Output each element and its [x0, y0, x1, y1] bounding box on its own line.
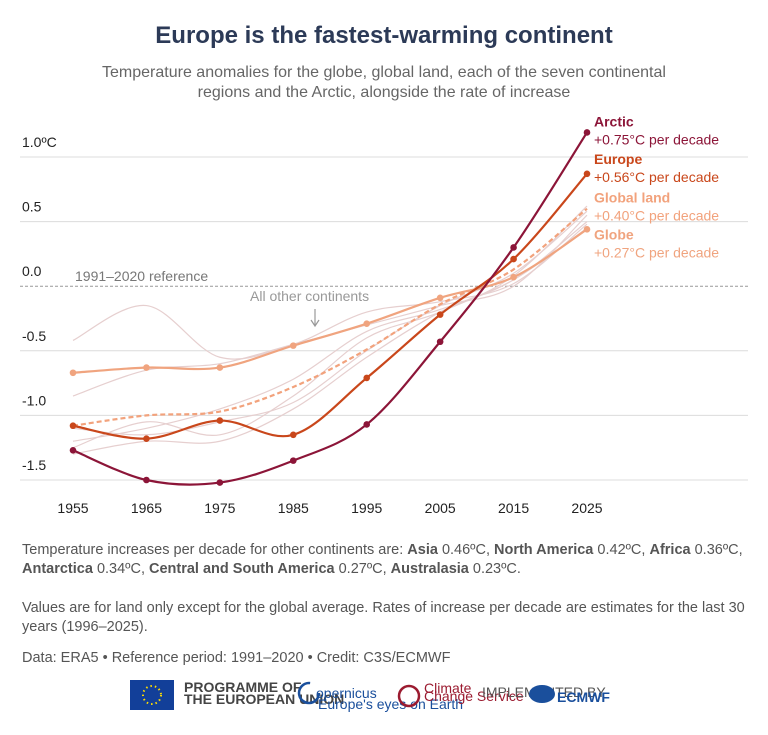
- eu-flag: [130, 680, 174, 710]
- continent-name: Antarctica: [22, 561, 93, 577]
- other-continent-line: [72, 227, 588, 455]
- logo-text: Climate: [424, 680, 472, 696]
- note: Values are for land only except for the …: [22, 600, 745, 635]
- point: [583, 129, 591, 136]
- x-tick-label: 1995: [351, 500, 382, 516]
- eu-stars: [142, 685, 162, 705]
- point: [289, 431, 297, 439]
- series-rate: +0.75°C per decade: [594, 131, 719, 147]
- series-label: Arctic: [594, 113, 634, 129]
- logo-text: opernicus: [316, 685, 377, 701]
- logo-text: PROGRAMME OF: [184, 679, 302, 695]
- footnote-text: Temperature increases per decade for oth…: [22, 542, 408, 558]
- logo-text: ECMWF: [557, 689, 610, 705]
- series-rate: +0.40°C per decade: [594, 208, 719, 224]
- point: [69, 422, 77, 430]
- series-rate: +0.56°C per decade: [594, 169, 719, 185]
- copernicus-c: [297, 681, 321, 705]
- annotation-arrow: [310, 309, 320, 328]
- point: [69, 369, 77, 377]
- point: [583, 226, 591, 233]
- x-tick-label: 1955: [57, 500, 88, 516]
- footnote-text: 0.36ºC,: [690, 542, 743, 558]
- point: [363, 320, 371, 327]
- continent-name: Africa: [649, 542, 691, 558]
- footnote-text: 0.42ºC,: [593, 542, 650, 558]
- footnote-text: 0.46ºC,: [437, 542, 494, 558]
- series-rate: +0.27°C per decade: [594, 244, 719, 260]
- x-tick-label: 1975: [204, 500, 235, 516]
- footnote-text: 0.27ºC,: [334, 561, 391, 577]
- series-label: Global land: [594, 190, 670, 206]
- other-continent-line: [72, 223, 588, 360]
- c3s-mark: [397, 684, 421, 708]
- point: [289, 457, 297, 464]
- y-tick-label: -1.0: [22, 392, 46, 408]
- series-label: Europe: [594, 151, 642, 167]
- x-tick-label: 2015: [498, 500, 529, 516]
- point: [216, 364, 224, 371]
- point: [436, 311, 444, 318]
- point: [143, 435, 150, 442]
- point: [436, 338, 444, 346]
- logos: PROGRAMME OF THE EUROPEAN UNION opernicu…: [130, 679, 610, 712]
- point: [143, 364, 150, 371]
- x-tick-label: 2025: [571, 500, 602, 516]
- reference-label: 1991–2020 reference: [75, 268, 208, 284]
- point: [289, 342, 297, 349]
- logo-text: Change Service: [424, 688, 524, 704]
- point: [216, 417, 224, 424]
- chart: -1.5 -1.0 -0.5 0.0 0.5 1.0ºC 1991–2020 referen…: [20, 113, 748, 516]
- other-continent-line: [72, 221, 588, 442]
- series-label: Globe: [594, 226, 634, 242]
- point: [510, 244, 517, 251]
- y-tick-label: 0.5: [22, 199, 42, 215]
- point: [143, 476, 150, 484]
- x-tick-label: 1985: [278, 500, 309, 516]
- footnote-text: 0.34ºC,: [92, 561, 149, 577]
- point: [363, 374, 371, 382]
- point: [436, 294, 444, 302]
- point: [583, 170, 591, 178]
- point: [216, 479, 224, 486]
- other-continent-line: [72, 210, 588, 436]
- annotation: All other continents: [250, 288, 369, 304]
- point: [510, 273, 517, 281]
- title: Europe is the fastest-warming continent: [155, 22, 613, 49]
- y-tick-label: 1.0ºC: [22, 134, 57, 150]
- point: [510, 255, 517, 263]
- continent-name: Central and South America: [149, 561, 335, 577]
- x-tick-label: 2005: [425, 500, 456, 516]
- x-tick-label: 1965: [131, 500, 162, 516]
- source: Data: ERA5 • Reference period: 1991–2020…: [22, 650, 451, 666]
- y-tick-label: -1.5: [22, 457, 46, 473]
- y-tick-label: -0.5: [22, 328, 46, 344]
- logo-text: Europe's eyes on Earth: [318, 696, 463, 712]
- footnote-text: 0.23ºC.: [468, 561, 521, 577]
- y-tick-label: 0.0: [22, 263, 42, 279]
- footnote: Temperature increases per decade for oth…: [22, 541, 748, 579]
- series-line: [72, 131, 588, 486]
- subtitle: Temperature anomalies for the globe, glo…: [102, 64, 666, 101]
- point: [69, 446, 77, 454]
- continent-name: Asia: [407, 542, 438, 558]
- point: [363, 421, 371, 428]
- continent-name: North America: [494, 542, 594, 558]
- continent-name: Australasia: [390, 561, 469, 577]
- ecmwf-mark: [529, 685, 555, 703]
- series-line: [72, 207, 588, 427]
